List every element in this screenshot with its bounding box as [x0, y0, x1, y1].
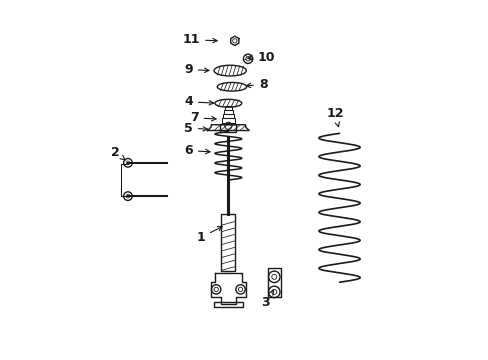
Text: 8: 8 — [246, 78, 267, 91]
Bar — [224, 110, 232, 114]
Bar — [224, 106, 231, 110]
Text: 10: 10 — [247, 51, 275, 64]
Text: 6: 6 — [184, 144, 209, 157]
Text: 12: 12 — [325, 107, 343, 127]
Bar — [221, 214, 234, 271]
Text: 7: 7 — [189, 112, 216, 125]
Bar — [222, 118, 234, 123]
Text: 11: 11 — [183, 33, 217, 46]
Text: 2: 2 — [111, 145, 125, 160]
Text: 1: 1 — [196, 227, 222, 244]
Text: 4: 4 — [184, 95, 213, 108]
Text: 5: 5 — [184, 122, 207, 135]
Bar — [214, 302, 242, 307]
Bar — [267, 268, 280, 297]
Text: 3: 3 — [261, 291, 273, 309]
Bar — [223, 114, 233, 118]
Text: 9: 9 — [184, 63, 208, 76]
Bar — [220, 125, 236, 132]
